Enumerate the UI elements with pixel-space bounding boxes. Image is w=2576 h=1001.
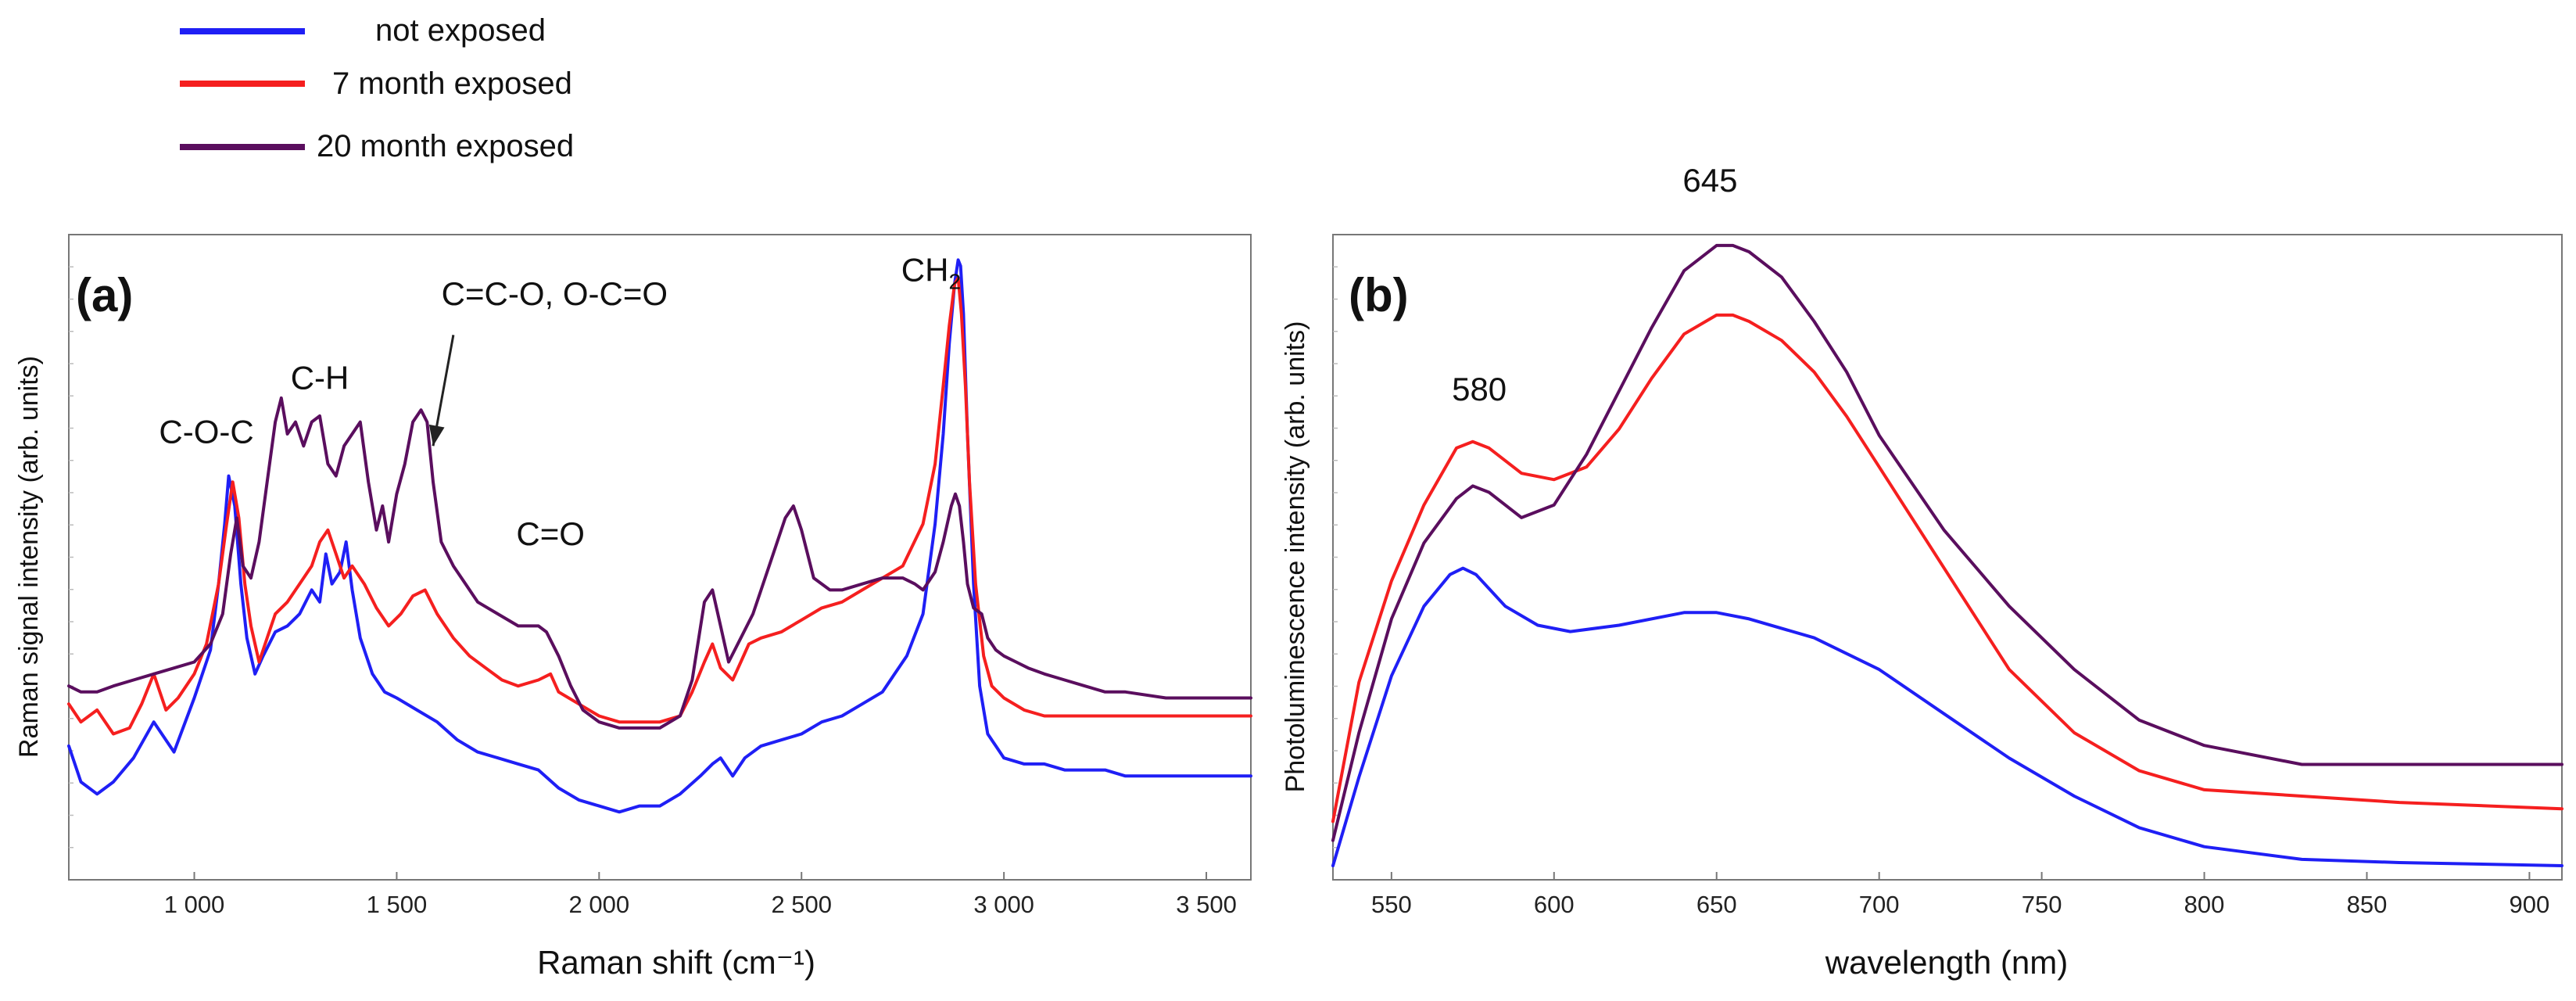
chart-b-x-tick-label: 600 bbox=[1534, 891, 1575, 918]
chart-a-x-tick-label: 2 000 bbox=[569, 891, 630, 918]
legend-label-20-month: 20 month exposed bbox=[317, 129, 574, 163]
chart-a-frame bbox=[68, 234, 1252, 881]
chart-b-series bbox=[1331, 243, 2563, 867]
chart-a-series-7-month-exposed bbox=[67, 276, 1252, 736]
chart-b-x-tick-label: 650 bbox=[1696, 891, 1737, 918]
chart-a-series bbox=[67, 258, 1252, 814]
chart-b-annotation: 580 bbox=[1452, 371, 1507, 407]
chart-a-x-tick-label: 1 000 bbox=[164, 891, 225, 918]
chart-a-y-title: Raman signal intensity (arb. units) bbox=[14, 356, 44, 758]
chart-a-x-title: Raman shift (cm⁻¹) bbox=[537, 944, 815, 981]
chart-a-ticks: 1 000 1 500 2 000 2 500 3 000 3 500 bbox=[69, 266, 1237, 918]
chart-b-x-tick-label: 800 bbox=[2184, 891, 2225, 918]
legend-label-7-month: 7 month exposed bbox=[332, 66, 572, 101]
chart-b-frame bbox=[1332, 234, 2563, 881]
chart-a: 1 000 1 500 2 000 2 500 3 000 3 500 C-O-CC-HC… bbox=[14, 234, 1252, 981]
legend: not exposed 7 month exposed 20 month exp… bbox=[180, 13, 574, 163]
chart-b-x-tick-label: 700 bbox=[1859, 891, 1900, 918]
chart-a-annotations: C-O-C C-H C=C-O, O-C=O C=O CH2 bbox=[159, 251, 961, 552]
chart-b-series-not-exposed bbox=[1331, 566, 2563, 867]
chart-b-x-tick-label: 750 bbox=[2022, 891, 2062, 918]
chart-a-annotation: C-H bbox=[291, 359, 349, 396]
chart-b-x-tick-label: 550 bbox=[1371, 891, 1412, 918]
chart-a-annotation: CH2 bbox=[901, 251, 961, 293]
chart-b-series-7-month-exposed bbox=[1331, 313, 2563, 823]
chart-b-panel-label: (b) bbox=[1349, 269, 1409, 321]
chart-b-ticks: 550 600 650 700 750 800 850 900 bbox=[1333, 266, 2550, 918]
chart-a-x-tick-label: 3 000 bbox=[973, 891, 1034, 918]
chart-b-x-tick-label: 900 bbox=[2510, 891, 2550, 918]
chart-a-annotation: C=C-O, O-C=O bbox=[442, 275, 668, 312]
chart-a-series-not-exposed bbox=[67, 258, 1252, 814]
chart-b: 550 600 650 700 750 800 850 900 580 645 (b) wave… bbox=[1281, 162, 2563, 981]
chart-a-x-tick-label: 2 500 bbox=[771, 891, 832, 918]
chart-a-arrow-head bbox=[428, 424, 445, 447]
chart-b-y-title: Photoluminescence intensity (arb. units) bbox=[1281, 321, 1310, 793]
chart-a-annotation: C-O-C bbox=[159, 413, 253, 450]
chart-a-series-20-month-exposed bbox=[67, 396, 1252, 730]
chart-a-annotation: C=O bbox=[516, 515, 585, 552]
chart-a-panel-label: (a) bbox=[76, 269, 133, 321]
chart-a-x-tick-label: 3 500 bbox=[1176, 891, 1237, 918]
chart-b-x-tick-label: 850 bbox=[2347, 891, 2388, 918]
chart-b-series-20-month-exposed bbox=[1331, 243, 2563, 842]
legend-label-not-exposed: not exposed bbox=[375, 13, 546, 48]
chart-a-x-tick-label: 1 500 bbox=[367, 891, 428, 918]
chart-b-annotation: 645 bbox=[1682, 162, 1737, 199]
chart-b-x-title: wavelength (nm) bbox=[1825, 944, 2068, 981]
chart-b-annotations: 580 645 bbox=[1452, 162, 1737, 407]
